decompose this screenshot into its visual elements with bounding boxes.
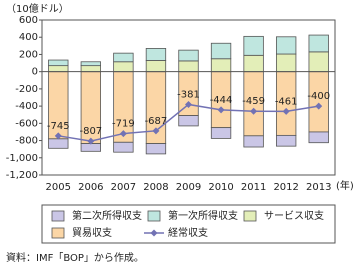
bar-segment	[275, 134, 297, 147]
y-tick-label: 0	[32, 67, 38, 78]
bar-segment	[275, 36, 297, 55]
y-tick-label: -800	[15, 136, 38, 147]
bar-segment	[80, 61, 101, 67]
data-label: -719	[112, 119, 135, 130]
line-marker	[250, 107, 258, 115]
data-label: -461	[275, 96, 298, 107]
line-marker	[54, 132, 62, 140]
bar-segment	[243, 54, 264, 73]
y-tick-label: 200	[19, 49, 38, 60]
x-tick-label: 2005	[46, 182, 71, 193]
bar-segment	[243, 35, 264, 56]
data-label: -459	[242, 96, 265, 107]
y-axis-label: （10億ドル）	[6, 2, 69, 15]
y-tick-label: 600	[19, 15, 38, 26]
x-tick-label: 2006	[78, 182, 103, 193]
x-tick-label: 2008	[143, 182, 168, 193]
bar-segment	[178, 60, 199, 73]
line-marker	[185, 100, 192, 108]
x-tick-label: 2010	[208, 182, 233, 193]
bar-segment	[80, 65, 101, 73]
bar-segment	[145, 143, 167, 155]
bar-segment	[113, 141, 134, 153]
line-marker	[282, 107, 290, 115]
line-marker	[217, 106, 225, 114]
x-tick-label: 2007	[111, 182, 136, 193]
bar-segment	[275, 53, 297, 73]
bar-segment	[178, 115, 199, 127]
legend-marker	[150, 229, 158, 237]
bar-segment	[308, 34, 329, 53]
x-tick-label: 2009	[176, 182, 201, 193]
x-tick-label: 2012	[273, 182, 298, 193]
x-tick-label: 2013	[306, 182, 331, 193]
line-marker	[315, 102, 323, 110]
legend-label: 貿易収支	[72, 227, 112, 239]
bar-segment	[178, 49, 199, 62]
y-tick-label: -1,200	[6, 170, 38, 181]
bar-segment	[210, 127, 232, 139]
bar-segment	[210, 42, 232, 60]
legend-swatch	[51, 210, 65, 222]
bar-segment	[113, 52, 134, 63]
legend-swatch	[243, 210, 257, 222]
legend-label: 第二次所得収支	[72, 209, 142, 222]
bar-segment	[113, 61, 134, 73]
line-marker	[87, 137, 95, 145]
bar-segment	[210, 58, 232, 73]
bar-segment	[48, 138, 69, 149]
y-tick-label: -600	[15, 118, 38, 129]
data-label: -444	[210, 95, 233, 106]
y-tick-label: 400	[19, 32, 38, 43]
y-tick-label: -1,000	[6, 153, 38, 164]
bar-segment	[145, 48, 167, 61]
bar-segment	[48, 59, 69, 67]
plot-area	[41, 19, 336, 176]
y-tick-label: -200	[15, 84, 38, 95]
legend-box	[41, 204, 336, 244]
bar-segment	[308, 131, 329, 144]
y-tick-label: -400	[15, 101, 38, 112]
data-label: -400	[307, 91, 330, 102]
data-label: -807	[79, 126, 102, 137]
legend-label: 経常収支	[168, 226, 208, 239]
bar-segment	[308, 51, 329, 73]
bar-segment	[80, 143, 101, 152]
source-note: 資料：IMF「BOP」から作成。	[6, 251, 144, 264]
legend-swatch	[51, 227, 65, 239]
line-marker	[152, 127, 160, 135]
data-label: -687	[145, 116, 168, 127]
x-axis-label: (年)	[336, 179, 354, 192]
legend-label: 第一次所得収支	[168, 209, 238, 222]
line-marker	[119, 130, 127, 138]
bar-segment	[243, 135, 264, 148]
data-label: -381	[177, 89, 200, 100]
x-tick-label: 2011	[241, 182, 266, 193]
bar-segment	[145, 60, 167, 73]
bar-segment	[48, 65, 69, 73]
data-label: -745	[47, 121, 70, 132]
legend-label: サービス収支	[264, 210, 324, 222]
legend-swatch	[147, 210, 161, 222]
